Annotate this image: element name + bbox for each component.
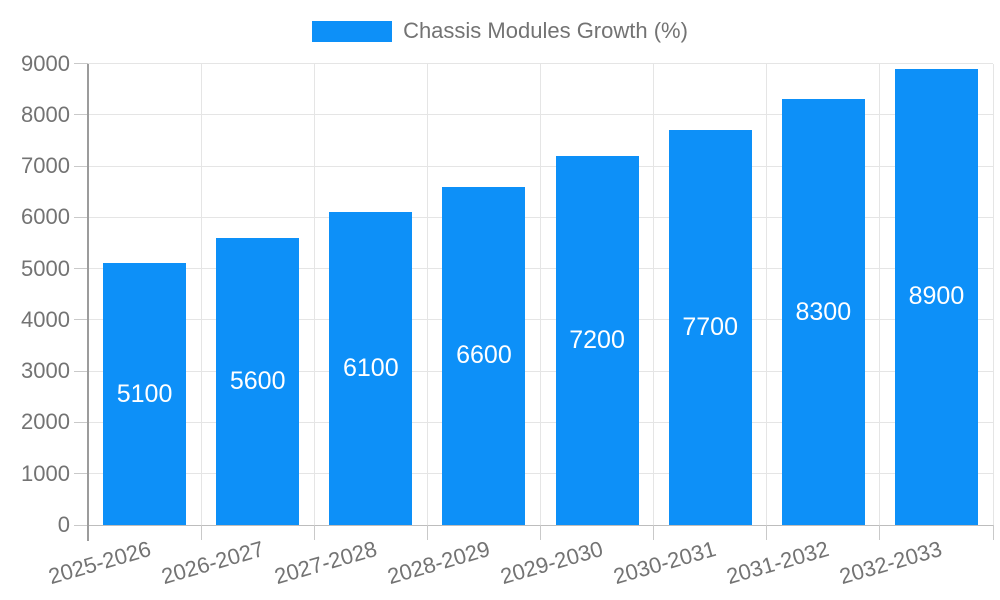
x-gridline xyxy=(200,63,202,525)
x-tick-mark xyxy=(766,525,768,540)
y-tick-mark xyxy=(74,421,88,423)
y-tick-mark xyxy=(74,268,88,270)
legend-label: Chassis Modules Growth (%) xyxy=(403,18,688,43)
y-tick-label: 4000 xyxy=(21,306,70,332)
y-tick-mark xyxy=(74,114,88,116)
bar-value-label: 8300 xyxy=(795,297,852,326)
bar[interactable]: 6100 xyxy=(329,212,413,525)
bar-value-label: 7200 xyxy=(569,325,625,354)
x-gridline xyxy=(426,63,428,525)
y-tick-mark xyxy=(74,473,88,475)
bar-value-label: 5600 xyxy=(229,366,286,395)
bar[interactable]: 7200 xyxy=(555,155,639,525)
x-gridline xyxy=(766,63,768,525)
y-tick-label: 6000 xyxy=(21,204,70,230)
y-tick-mark xyxy=(74,63,88,64)
bar-value-label: 7700 xyxy=(682,313,738,342)
x-tick-mark xyxy=(879,525,881,540)
y-tick-mark xyxy=(74,216,88,218)
bar-value-label: 6100 xyxy=(343,354,399,383)
y-tick-label: 1000 xyxy=(21,460,70,486)
x-gridline xyxy=(879,63,881,525)
y-tick-mark xyxy=(74,370,88,372)
bar-value-label: 5100 xyxy=(116,379,173,408)
bar[interactable]: 7700 xyxy=(668,130,752,525)
y-tick-label: 9000 xyxy=(21,50,70,76)
y-tick-label: 8000 xyxy=(21,101,70,127)
bar[interactable]: 5100 xyxy=(103,263,187,525)
x-tick-mark xyxy=(653,525,655,540)
x-tick-mark xyxy=(313,525,315,540)
legend-swatch-icon xyxy=(312,20,393,42)
x-gridline xyxy=(653,63,655,525)
bar-value-label: 8900 xyxy=(908,282,965,311)
y-axis-line xyxy=(87,63,89,541)
x-tick-mark xyxy=(992,525,994,540)
y-tick-mark xyxy=(74,165,88,167)
x-gridline xyxy=(540,63,541,525)
bar[interactable]: 8300 xyxy=(781,99,865,525)
y-tick-label: 7000 xyxy=(21,153,70,179)
y-tick-label: 0 xyxy=(57,512,70,537)
y-tick-label: 2000 xyxy=(21,409,70,435)
x-gridline xyxy=(992,63,994,525)
legend-item[interactable]: Chassis Modules Growth (%) xyxy=(0,18,1000,44)
x-tick-mark xyxy=(540,525,541,540)
y-tick-mark xyxy=(74,524,88,526)
x-tick-mark xyxy=(426,525,428,540)
y-tick-label: 5000 xyxy=(21,255,70,281)
x-tick-mark xyxy=(200,525,202,540)
bar[interactable]: 8900 xyxy=(894,68,978,525)
y-tick-mark xyxy=(74,319,88,321)
x-gridline xyxy=(313,63,315,525)
bar[interactable]: 5600 xyxy=(216,237,300,525)
bar-value-label: 6600 xyxy=(456,341,512,370)
y-tick-label: 3000 xyxy=(21,358,70,384)
bar[interactable]: 6600 xyxy=(442,186,526,525)
